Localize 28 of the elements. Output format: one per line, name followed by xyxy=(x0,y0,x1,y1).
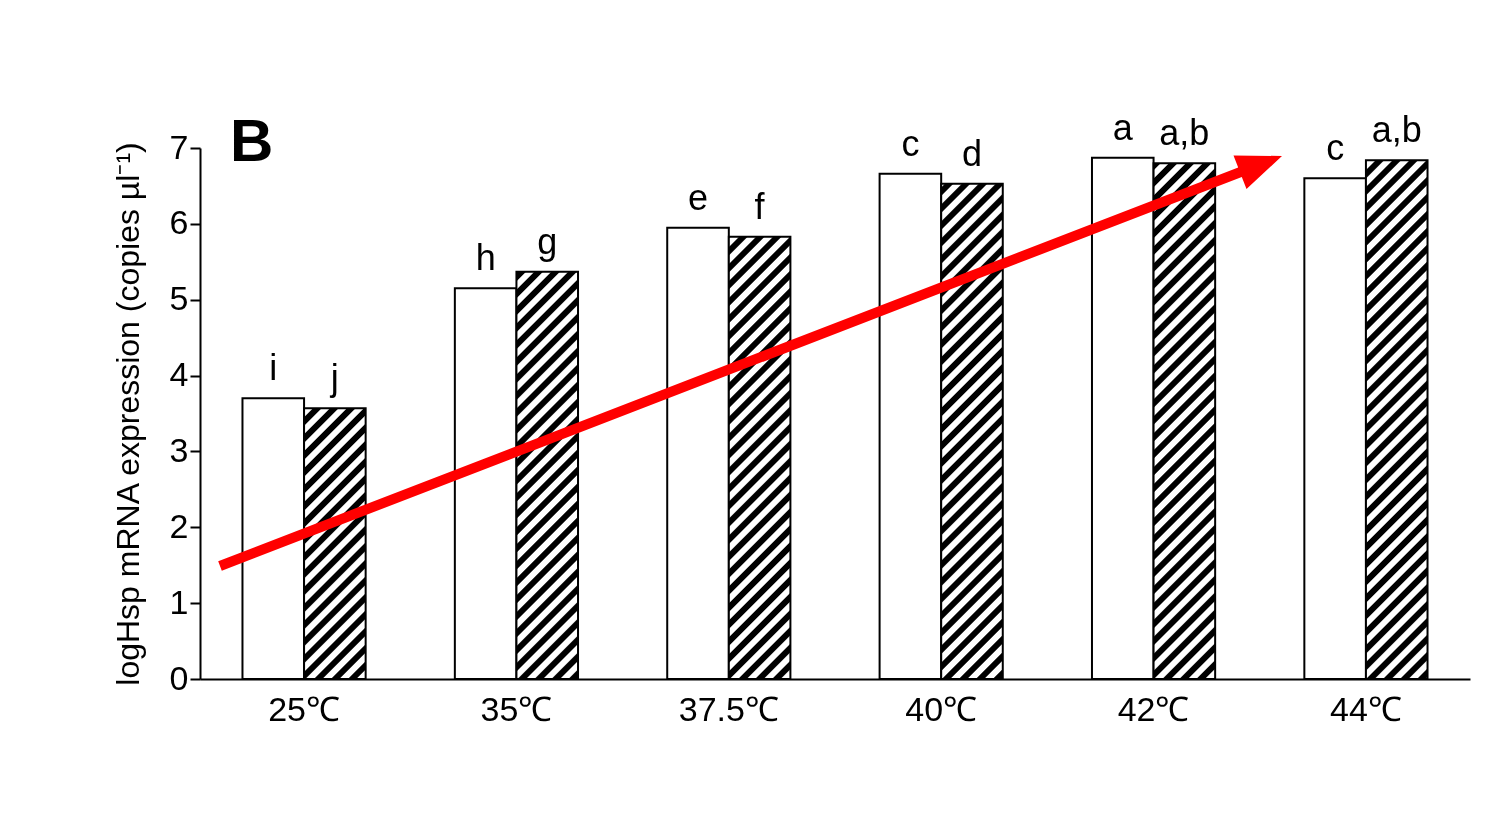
x-tick-label: 35℃ xyxy=(480,689,553,728)
y-tick-label: 7 xyxy=(169,127,189,166)
annotation: a,b xyxy=(1371,109,1422,151)
annotation: e xyxy=(688,176,709,218)
y-tick-label: 1 xyxy=(169,582,189,621)
annotation: B xyxy=(230,107,274,174)
x-tick-label: 37.5℃ xyxy=(678,689,779,728)
x-tick-label: 25℃ xyxy=(268,689,340,728)
annotation: f xyxy=(754,185,766,227)
x-tick-label: 44℃ xyxy=(1330,689,1402,728)
annotation: h xyxy=(475,237,496,279)
y-tick-label: 6 xyxy=(169,203,189,242)
y-tick-label: 2 xyxy=(169,506,189,545)
annotation: a xyxy=(1112,106,1134,148)
y-tick-label: 5 xyxy=(169,279,189,318)
y-axis-title: logHsp mRNA expression (copies µl⁻¹) xyxy=(109,142,146,686)
annotation: a,b xyxy=(1159,112,1210,154)
x-tick-label: 40℃ xyxy=(905,689,978,728)
annotation: c xyxy=(901,122,920,164)
y-tick-label: 4 xyxy=(169,355,189,394)
y-tick-label: 0 xyxy=(169,658,189,697)
annotation: g xyxy=(537,220,558,262)
x-tick-label: 42℃ xyxy=(1117,689,1190,728)
annotation: i xyxy=(269,347,278,389)
annotation: c xyxy=(1326,127,1345,169)
y-tick-label: 3 xyxy=(169,430,189,469)
annotation: d xyxy=(961,132,982,174)
annotation: j xyxy=(329,357,339,399)
